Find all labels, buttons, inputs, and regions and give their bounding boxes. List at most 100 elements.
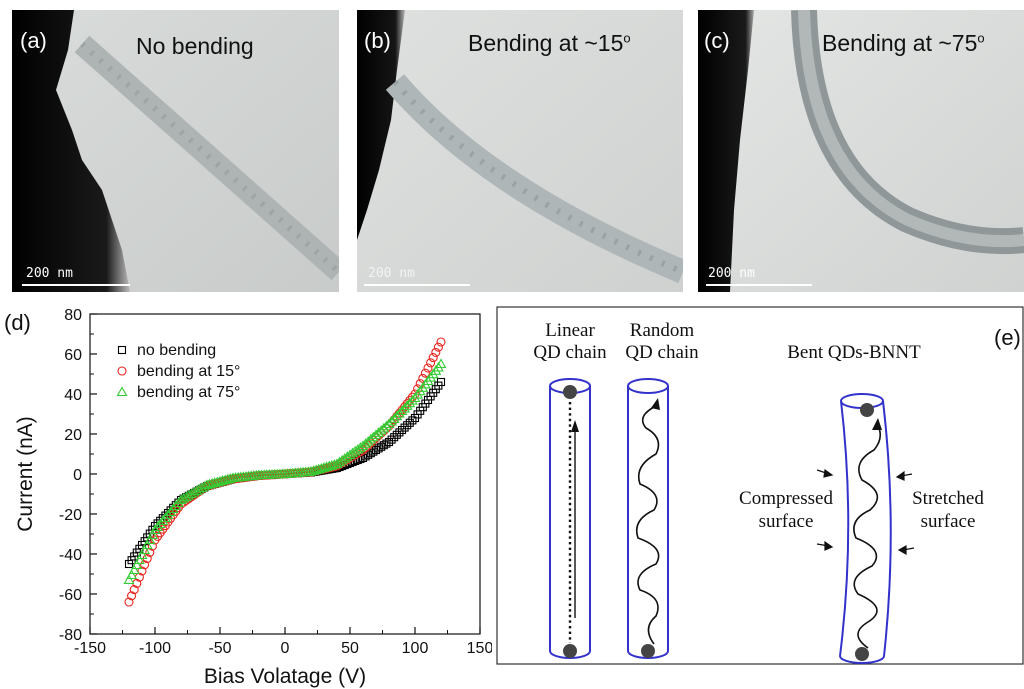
x-tick-label: -50 (208, 640, 231, 657)
bent-qd-tube (839, 393, 892, 664)
trace-marker (399, 402, 411, 413)
stretched-label-2: surface (921, 511, 976, 532)
trace-marker (408, 416, 417, 425)
trace-marker (426, 358, 436, 368)
y-tick-label: -80 (59, 627, 82, 644)
data-point (436, 337, 446, 347)
data-point (383, 418, 395, 429)
trace-marker (146, 529, 158, 540)
y-axis-label: Current (nA) (14, 416, 37, 532)
panel-title-b: Bending at ~15o (468, 30, 631, 57)
trace-marker (419, 378, 431, 389)
compressed-label-1: Compressed (739, 488, 833, 509)
tem-image-no-bending (12, 10, 339, 292)
force-arrows (816, 468, 915, 556)
data-point (384, 437, 394, 447)
stretched-label-1: Stretched (912, 488, 984, 509)
data-point (435, 358, 447, 369)
trace-marker (423, 363, 433, 373)
panel-title-c-text: Bending at ~75 (822, 30, 978, 56)
scale-label-a: 200 nm (26, 266, 73, 281)
trace-marker (128, 564, 140, 575)
y-tick-label: -60 (59, 587, 82, 604)
trace-marker (178, 492, 190, 503)
trace-marker (414, 385, 426, 396)
trace-marker (396, 405, 408, 416)
x-tick-label: 0 (281, 640, 290, 657)
legend-marker (117, 345, 127, 355)
trace-marker (420, 368, 430, 378)
trace-marker (428, 353, 438, 363)
plot-frame (89, 313, 481, 635)
panel-title-c: Bending at ~75o (822, 30, 985, 57)
scale-label-c: 200 nm (708, 266, 755, 281)
linear-chain-label-1: Linear (545, 320, 595, 341)
trace-marker (139, 544, 151, 555)
linear-qd-tube (549, 378, 591, 659)
series-2 (123, 358, 447, 585)
data-point (124, 597, 134, 607)
random-chain-label-2: QD chain (625, 342, 699, 363)
trace-marker (188, 486, 200, 497)
scale-label-b: 200 nm (368, 266, 415, 281)
trace-marker (391, 410, 403, 421)
trace-marker (401, 400, 413, 410)
trace-marker (131, 559, 143, 570)
y-tick-label: 80 (64, 307, 82, 324)
panel-title-b-text: Bending at ~15 (468, 30, 624, 56)
trace-marker (404, 397, 416, 408)
trace-marker (400, 423, 409, 432)
x-tick-label: -150 (74, 640, 106, 657)
iv-chart: (d) -150 -100 -50 0 50 100 150 -80 -60 -40 -20 0 20 4… (4, 307, 492, 688)
tem-image-bending-75 (698, 10, 1024, 292)
data-point (150, 521, 160, 531)
tem-micrograph-b (357, 10, 683, 292)
y-tick-label: 40 (64, 387, 82, 404)
legend-marker (116, 386, 128, 397)
data-point (123, 574, 135, 585)
x-tick-label: 100 (402, 640, 429, 657)
legend-label: bending at 15° (137, 363, 240, 380)
trace-marker (127, 591, 137, 601)
data-point (175, 494, 187, 505)
trace-marker (392, 430, 401, 439)
trace-marker (403, 421, 412, 430)
panel-title-c-sup: o (977, 30, 985, 46)
panel-label-e: (e) (994, 325, 1021, 350)
trace-marker (405, 418, 414, 427)
trace-marker (395, 428, 404, 437)
trace-marker (425, 371, 437, 382)
trace-marker (159, 512, 171, 523)
trace-marker (417, 382, 429, 392)
trace-marker (129, 585, 139, 595)
scale-bar-c (706, 284, 812, 286)
data-point (409, 392, 421, 403)
y-tick-label: 20 (64, 427, 82, 444)
legend-label: bending at 75° (137, 384, 240, 401)
trace-marker (427, 368, 439, 379)
tem-image-bending-15 (357, 10, 683, 292)
trace-marker (390, 433, 399, 442)
trace-marker (406, 394, 418, 405)
trace-marker (144, 534, 156, 545)
panel-label-c: (c) (704, 28, 730, 53)
data-point (149, 524, 161, 535)
x-tick-label: -100 (139, 640, 171, 657)
trace-marker (386, 415, 398, 426)
trace-marker (147, 541, 157, 551)
schematic-panel: (e) Linear QD chain Random QD chain Bent… (496, 306, 1024, 665)
panel-label-b: (b) (364, 28, 391, 53)
trace-marker (154, 518, 166, 529)
legend-label: no bending (137, 342, 216, 359)
x-tick-label: 50 (341, 640, 359, 657)
trace-marker (193, 483, 205, 494)
trace-marker (136, 549, 148, 560)
y-tick-label: 60 (64, 347, 82, 364)
trace-marker (432, 361, 444, 372)
trace-marker (167, 503, 179, 514)
trace-marker (380, 420, 392, 431)
trace-marker (141, 539, 153, 550)
trace-marker (328, 459, 340, 469)
trace-marker (431, 347, 441, 357)
compressed-label-2: surface (759, 511, 814, 532)
